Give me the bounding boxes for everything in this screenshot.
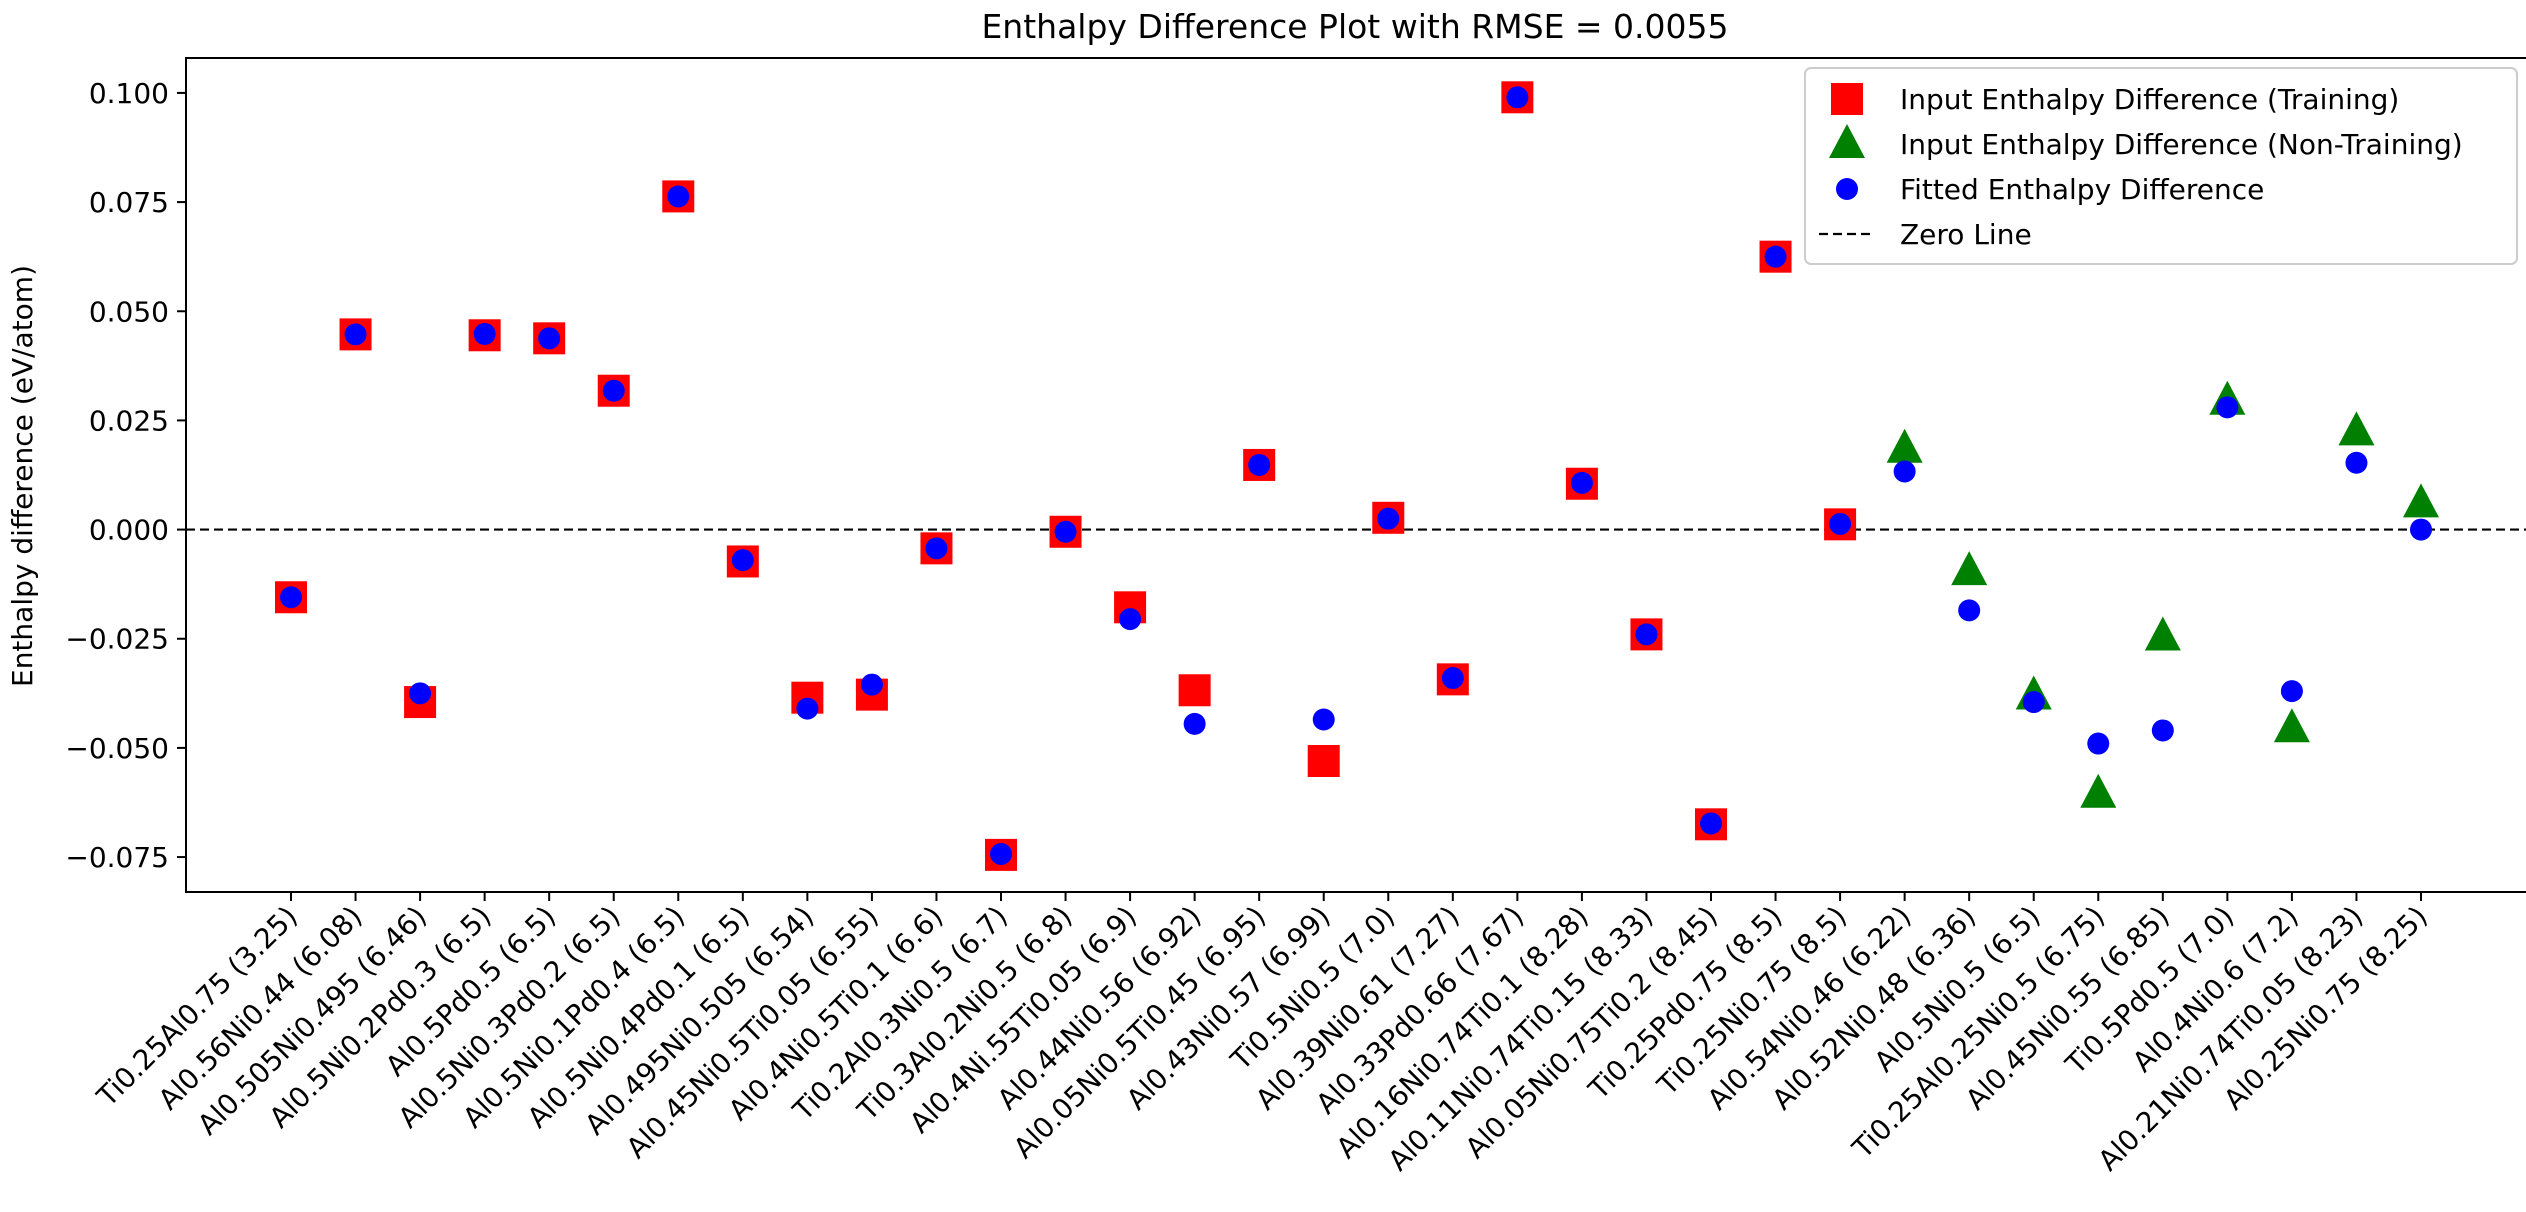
circle-point [2410,518,2432,541]
y-axis-label: Enthalpy difference (eV/atom) [6,265,39,687]
circle-point [2280,680,2303,703]
circle-point [1441,667,1464,690]
legend-marker-circle [1836,178,1858,200]
plot-frame [185,57,2526,893]
circle-point [925,537,948,560]
circle-point [1248,453,1271,476]
circle-point [1506,86,1529,109]
circle-point [473,322,496,345]
circle-point [2345,451,2368,474]
y-tick-label: 0.100 [89,77,169,110]
circle-point [796,697,819,720]
legend-box [1804,67,2518,265]
circle-point [602,379,625,402]
circle-point [1054,520,1077,543]
triangle-point [2144,616,2181,651]
data-marks [275,81,2439,871]
circle-point [1312,708,1335,731]
y-tick-label: 0.025 [89,404,169,437]
legend-label: Zero Line [1900,218,2032,251]
circle-point [990,843,1012,866]
triangle-point [1951,551,1988,586]
y-tick-label: 0.000 [89,514,169,547]
circle-point [731,549,754,572]
y-tick-label: −0.025 [65,623,169,656]
square-point [1307,745,1340,778]
square-point [1178,674,1211,707]
legend-label: Input Enthalpy Difference (Non-Training) [1900,128,2463,161]
legend-marker-triangle [1829,124,1865,158]
circle-point [1893,460,1916,483]
triangle-point [2338,411,2375,446]
circle-point [1119,608,1142,631]
circle-point [1570,471,1593,494]
circle-point [2216,396,2239,419]
circle-point [538,327,561,350]
circle-point [1377,507,1400,530]
legend-label: Fitted Enthalpy Difference [1900,173,2264,206]
circle-point [1183,712,1206,735]
triangle-point [2273,708,2310,743]
legend-label: Input Enthalpy Difference (Training) [1900,83,2399,116]
legend-marker-square [1831,83,1863,115]
circle-point [2151,719,2174,742]
triangle-point [2080,773,2117,808]
triangle-point [1886,428,1923,463]
y-tick-label: 0.075 [89,186,169,219]
circle-point [344,323,367,346]
circle-point [1958,599,1981,622]
triangle-point [2403,483,2439,518]
circle-point [2022,691,2045,714]
circle-point [860,673,883,696]
circle-point [1829,512,1852,535]
circle-point [409,682,432,705]
y-tick-label: −0.075 [65,841,169,874]
circle-point [2087,732,2110,755]
y-tick-label: −0.050 [65,732,169,765]
chart-title: Enthalpy Difference Plot with RMSE = 0.0… [981,7,1728,46]
legend: Input Enthalpy Difference (Training) Inpu… [1804,67,2518,265]
circle-point [1764,245,1787,268]
circle-point [1700,812,1722,835]
y-tick-label: 0.050 [89,295,169,328]
circle-point [667,185,690,208]
circle-point [1635,623,1658,646]
circle-point [280,586,302,609]
